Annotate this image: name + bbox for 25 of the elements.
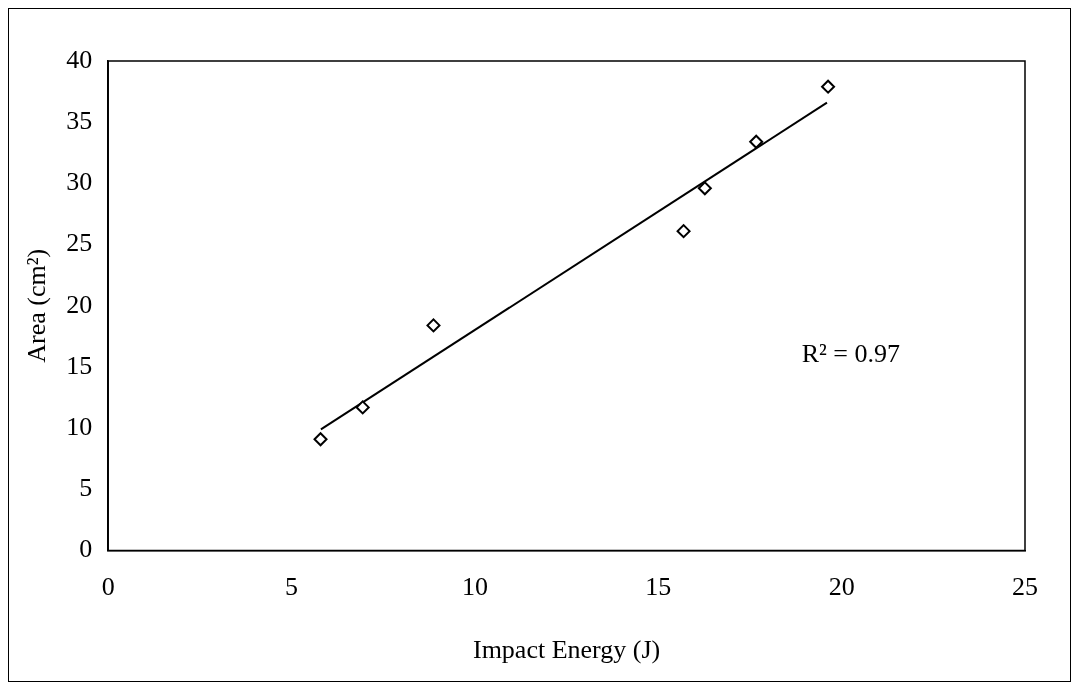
x-tick-label: 5 xyxy=(285,572,299,602)
x-tick-label: 25 xyxy=(1012,572,1038,602)
y-tick-label: 10 xyxy=(66,412,93,442)
annotation: R² = 0.97 xyxy=(801,338,900,368)
y-tick-label: 25 xyxy=(66,228,93,258)
x-tick-label: 15 xyxy=(645,572,672,602)
point xyxy=(749,134,764,149)
x-tick-label: 20 xyxy=(828,572,855,602)
point xyxy=(697,181,712,196)
x-tick-label: 10 xyxy=(461,572,488,602)
point xyxy=(676,224,691,239)
y-tick-label: 20 xyxy=(66,289,93,319)
x-tick-label: 0 xyxy=(101,572,115,602)
x-axis-title: Impact Energy (J) xyxy=(472,635,661,665)
y-tick-label: 15 xyxy=(66,350,93,380)
point xyxy=(355,400,370,415)
y-tick-label: 35 xyxy=(66,106,93,136)
point xyxy=(313,432,328,447)
y-tick-label: 30 xyxy=(66,167,93,197)
y-tick-label: 0 xyxy=(79,534,93,564)
y-axis-title: Area (cm²) xyxy=(22,248,52,363)
y-tick-label: 40 xyxy=(66,44,93,74)
point xyxy=(426,318,441,333)
y-tick-label: 5 xyxy=(79,473,93,503)
point xyxy=(821,79,836,94)
